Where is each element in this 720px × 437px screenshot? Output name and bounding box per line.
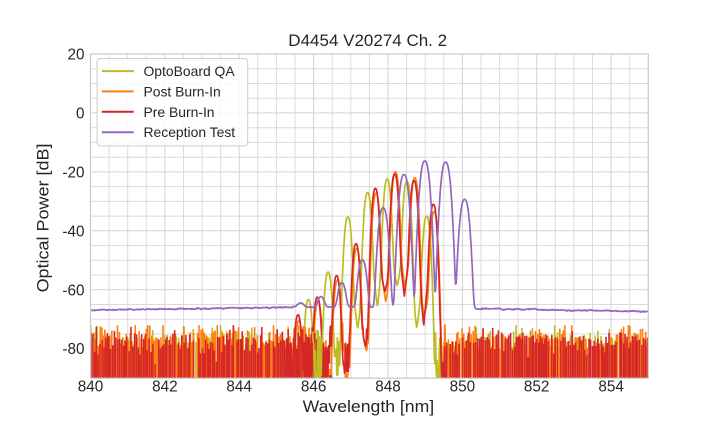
svg-text:Pre Burn-In: Pre Burn-In bbox=[144, 104, 215, 120]
svg-text:20: 20 bbox=[67, 47, 84, 64]
svg-text:840: 840 bbox=[78, 379, 104, 396]
svg-text:-60: -60 bbox=[62, 282, 84, 299]
svg-text:848: 848 bbox=[375, 379, 401, 396]
svg-text:-40: -40 bbox=[62, 223, 84, 240]
svg-text:D4454 V20274 Ch. 2: D4454 V20274 Ch. 2 bbox=[288, 31, 447, 50]
svg-text:OptoBoard QA: OptoBoard QA bbox=[144, 63, 236, 79]
svg-text:854: 854 bbox=[598, 379, 624, 396]
svg-text:Optical Power [dB]: Optical Power [dB] bbox=[34, 144, 53, 293]
svg-text:852: 852 bbox=[524, 379, 550, 396]
svg-text:Reception Test: Reception Test bbox=[144, 124, 236, 140]
svg-text:-80: -80 bbox=[62, 341, 84, 358]
svg-text:0: 0 bbox=[76, 105, 85, 122]
svg-text:850: 850 bbox=[450, 379, 476, 396]
svg-text:-20: -20 bbox=[62, 164, 84, 181]
svg-text:Post Burn-In: Post Burn-In bbox=[144, 84, 221, 100]
svg-text:842: 842 bbox=[152, 379, 178, 396]
svg-text:846: 846 bbox=[301, 379, 327, 396]
svg-text:844: 844 bbox=[226, 379, 252, 396]
svg-text:Wavelength [nm]: Wavelength [nm] bbox=[303, 397, 435, 416]
